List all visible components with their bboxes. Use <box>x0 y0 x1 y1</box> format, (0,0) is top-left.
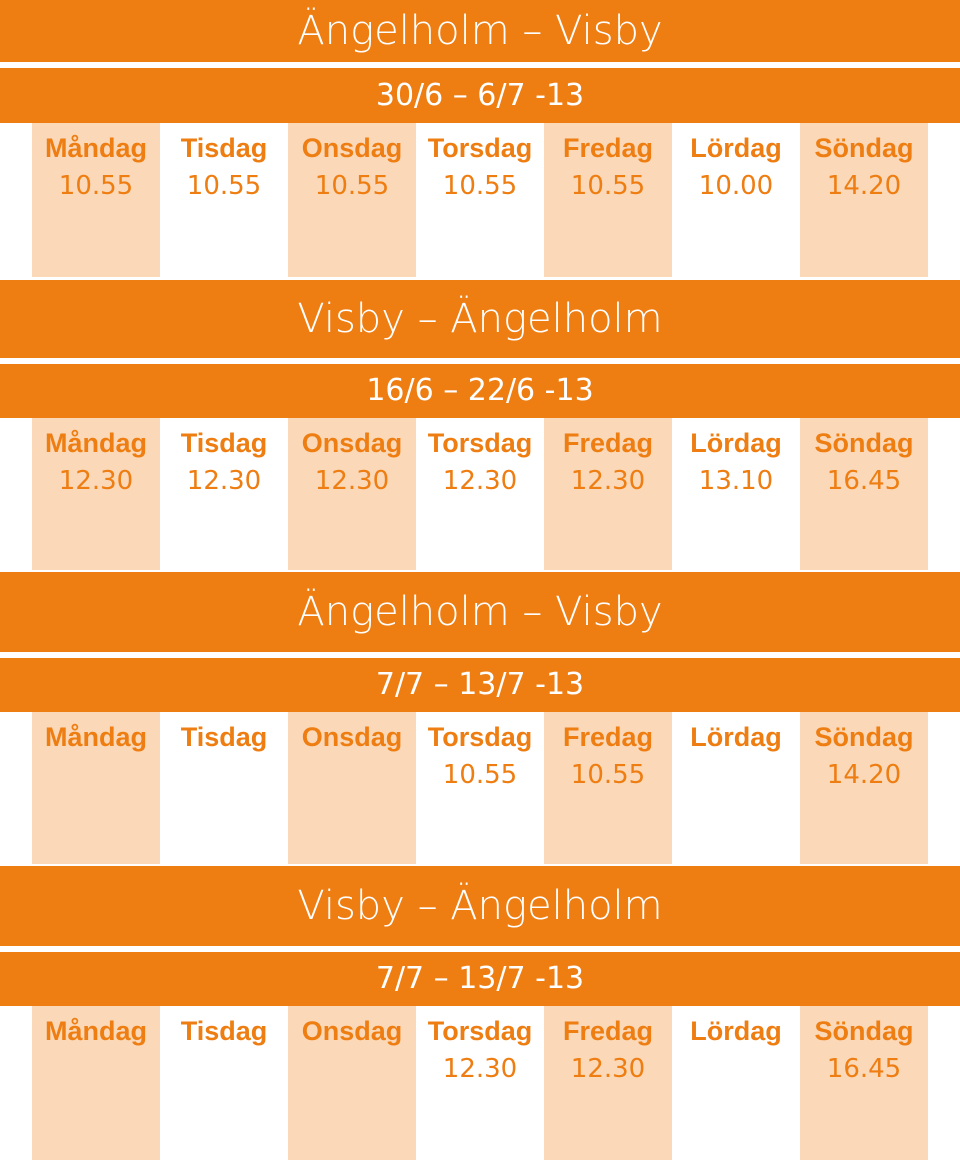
day-column: Måndag <box>32 1006 160 1160</box>
departure-time: 14.20 <box>826 171 902 201</box>
date-range: 7/7 – 13/7 -13 <box>0 952 960 1006</box>
departure-time: 14.20 <box>826 760 902 790</box>
day-column: Torsdag 10.55 <box>416 123 544 277</box>
day-name: Onsdag <box>301 133 403 163</box>
departure-time <box>288 1053 416 1085</box>
departure-time <box>32 1053 160 1085</box>
day-column: Torsdag 12.30 <box>416 418 544 570</box>
departure-time: 12.30 <box>58 466 134 496</box>
day-column: Fredag 12.30 <box>544 418 672 570</box>
day-name: Tisdag <box>180 428 268 458</box>
day-name: Söndag <box>814 1016 914 1046</box>
departure-time: 10.55 <box>442 760 518 790</box>
timetable-block: Ängelholm – Visby 30/6 – 6/7 -13 Måndag 10.… <box>0 0 960 277</box>
day-name: Torsdag <box>427 722 533 752</box>
departure-time <box>32 759 160 791</box>
departure-time <box>160 759 288 791</box>
day-name: Torsdag <box>427 133 533 163</box>
departure-time: 12.30 <box>570 1054 646 1084</box>
departure-time <box>672 1053 800 1085</box>
day-column: Torsdag 10.55 <box>416 712 544 864</box>
departure-time: 10.55 <box>58 171 134 201</box>
departure-time <box>288 759 416 791</box>
date-range: 16/6 – 22/6 -13 <box>0 364 960 418</box>
day-name: Onsdag <box>301 722 403 752</box>
day-column: Lördag 10.00 <box>672 123 800 277</box>
day-name: Lördag <box>690 722 782 752</box>
day-column: Fredag 10.55 <box>544 712 672 864</box>
departure-time: 12.30 <box>314 466 390 496</box>
day-column: Onsdag <box>288 712 416 864</box>
date-range: 7/7 – 13/7 -13 <box>0 658 960 712</box>
day-name: Fredag <box>562 722 654 752</box>
day-name: Söndag <box>814 428 914 458</box>
day-column: Söndag 16.45 <box>800 1006 928 1160</box>
day-column: Onsdag 10.55 <box>288 123 416 277</box>
day-column: Onsdag <box>288 1006 416 1160</box>
day-column: Måndag <box>32 712 160 864</box>
departure-time: 12.30 <box>442 1054 518 1084</box>
day-name: Onsdag <box>301 1016 403 1046</box>
route-title: Ängelholm – Visby <box>0 0 960 62</box>
route-title: Visby – Ängelholm <box>0 280 960 358</box>
day-name: Torsdag <box>427 428 533 458</box>
day-column: Söndag 14.20 <box>800 712 928 864</box>
route-title: Visby – Ängelholm <box>0 866 960 946</box>
departure-time: 12.30 <box>442 466 518 496</box>
day-name: Måndag <box>44 133 147 163</box>
departure-time <box>160 1053 288 1085</box>
departure-time: 10.55 <box>314 171 390 201</box>
departure-time: 16.45 <box>826 1054 902 1084</box>
departure-time: 10.55 <box>570 760 646 790</box>
route-title: Ängelholm – Visby <box>0 572 960 652</box>
departure-time: 10.55 <box>570 171 646 201</box>
day-name: Fredag <box>562 1016 654 1046</box>
day-name: Onsdag <box>301 428 403 458</box>
day-column: Onsdag 12.30 <box>288 418 416 570</box>
day-column: Fredag 12.30 <box>544 1006 672 1160</box>
departure-time: 10.55 <box>186 171 262 201</box>
departure-time: 16.45 <box>826 466 902 496</box>
day-column: Lördag <box>672 1006 800 1160</box>
day-name: Fredag <box>562 133 654 163</box>
day-name: Söndag <box>814 133 914 163</box>
day-name: Torsdag <box>427 1016 533 1046</box>
day-name: Måndag <box>44 722 147 752</box>
day-column: Tisdag 12.30 <box>160 418 288 570</box>
day-column: Tisdag 10.55 <box>160 123 288 277</box>
departure-time: 13.10 <box>698 466 774 496</box>
departure-time: 12.30 <box>570 466 646 496</box>
date-range: 30/6 – 6/7 -13 <box>0 68 960 123</box>
day-name: Fredag <box>562 428 654 458</box>
day-name: Måndag <box>44 428 147 458</box>
day-column: Lördag 13.10 <box>672 418 800 570</box>
day-column: Måndag 10.55 <box>32 123 160 277</box>
departure-time: 10.55 <box>442 171 518 201</box>
departure-time <box>672 759 800 791</box>
day-column: Tisdag <box>160 1006 288 1160</box>
day-column: Torsdag 12.30 <box>416 1006 544 1160</box>
day-name: Tisdag <box>180 722 268 752</box>
day-column: Fredag 10.55 <box>544 123 672 277</box>
day-name: Lördag <box>690 133 782 163</box>
day-column: Måndag 12.30 <box>32 418 160 570</box>
day-column: Söndag 16.45 <box>800 418 928 570</box>
timetable-block: Ängelholm – Visby 7/7 – 13/7 -13 Måndag Tis… <box>0 572 960 864</box>
day-column: Söndag 14.20 <box>800 123 928 277</box>
day-name: Tisdag <box>180 1016 268 1046</box>
departure-time: 10.00 <box>698 171 774 201</box>
day-name: Lördag <box>690 428 782 458</box>
day-name: Lördag <box>690 1016 782 1046</box>
day-column: Tisdag <box>160 712 288 864</box>
day-name: Tisdag <box>180 133 268 163</box>
day-name: Måndag <box>44 1016 147 1046</box>
timetable-block: Visby – Ängelholm 7/7 – 13/7 -13 Måndag Tis… <box>0 866 960 1160</box>
timetable-block: Visby – Ängelholm 16/6 – 22/6 -13 Måndag 12… <box>0 280 960 570</box>
day-name: Söndag <box>814 722 914 752</box>
day-column: Lördag <box>672 712 800 864</box>
departure-time: 12.30 <box>186 466 262 496</box>
